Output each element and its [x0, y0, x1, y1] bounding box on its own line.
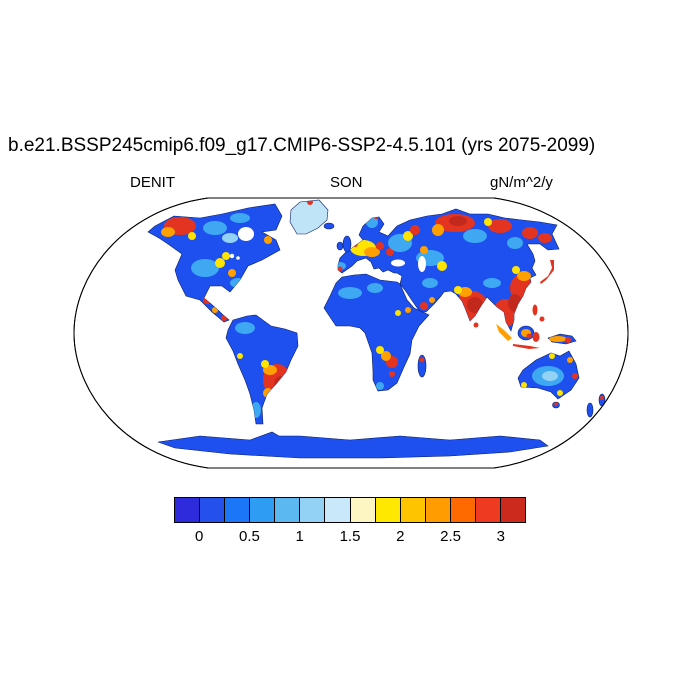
great-lakes	[229, 253, 235, 259]
island-java	[513, 344, 540, 349]
colorbar-cell	[225, 498, 251, 522]
colorbar-tick-label: 1.5	[339, 528, 361, 545]
colorbar-cell	[425, 498, 451, 522]
colorbar-cell	[175, 498, 201, 522]
colorbar-cell	[325, 498, 351, 522]
colorbar-tick-label: 1	[295, 528, 304, 545]
island-iceland	[323, 222, 335, 230]
colorbar-cell	[250, 498, 276, 522]
colorbar-ticks: 0 0.5 1 1.5 2 2.5 3	[174, 528, 526, 548]
island-nz-south	[586, 402, 594, 418]
island-sri-lanka	[473, 322, 479, 328]
colorbar-tick-label: 2.5	[440, 528, 461, 545]
colorbar-cell	[501, 498, 526, 522]
colorbar-tick-label: 0	[194, 528, 204, 545]
colorbar-cell	[475, 498, 502, 522]
colorbar-tick-label: 2	[396, 528, 405, 545]
colorbar-tick-label: 3	[496, 528, 506, 545]
island-sulawesi	[532, 332, 540, 342]
inland-water	[229, 227, 426, 272]
islands	[323, 222, 606, 418]
colorbar-cell	[450, 498, 476, 522]
colorbar-cell	[300, 498, 326, 522]
colorbar-cell	[275, 498, 301, 522]
great-lakes	[236, 256, 240, 260]
black-sea	[391, 259, 405, 267]
colorbar-cell	[375, 498, 401, 522]
map-outline-stroke	[73, 197, 629, 469]
colorbar-cell	[200, 498, 226, 522]
season-label: SON	[330, 174, 363, 191]
variable-label: DENIT	[130, 174, 175, 191]
caspian-sea	[418, 256, 426, 272]
island-sumatra	[496, 324, 512, 341]
colorbar	[174, 497, 526, 523]
island-japan	[540, 260, 554, 284]
island-ireland	[336, 241, 344, 251]
plot-title: b.e21.BSSP245cmip6.f09_g17.CMIP6-SSP2-4.…	[8, 135, 596, 156]
value-hotspots	[161, 200, 578, 418]
island-mindanao	[539, 316, 545, 322]
hudson-bay	[238, 227, 254, 241]
island-britain	[342, 235, 352, 253]
colorbar-tick-label: 0.5	[238, 528, 260, 545]
colorbar-cell	[350, 498, 376, 522]
world-map	[73, 197, 629, 469]
colorbar-cell	[400, 498, 426, 522]
island-luzon	[532, 304, 538, 316]
units-label: gN/m^2/y	[490, 174, 553, 191]
